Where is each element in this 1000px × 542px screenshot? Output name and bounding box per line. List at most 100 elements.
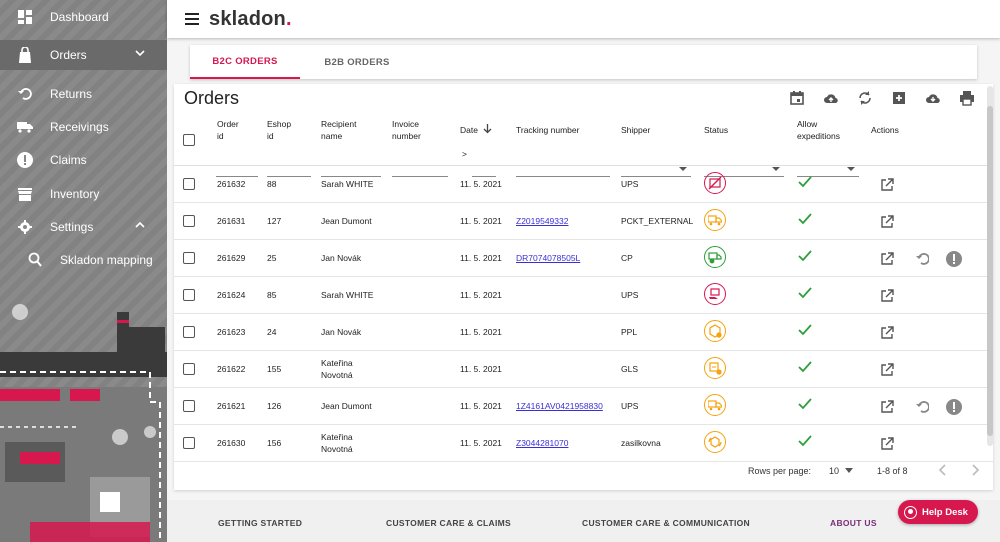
sidebar-item-label: Dashboard <box>50 10 109 24</box>
table-row[interactable]: 261632 88 Sarah WHITE 11. 5. 2021 UPS <box>174 166 993 203</box>
column-header-order-id[interactable]: Order id <box>217 119 239 141</box>
column-header-eshop-id[interactable]: Eshop id <box>267 119 292 141</box>
sidebar-item-skladon-mapping[interactable]: Skladon mapping <box>0 245 167 275</box>
column-header-recipient[interactable]: Recipient name <box>321 119 357 141</box>
tracking-number-link[interactable]: Z2019549332 <box>516 216 569 226</box>
date-filter-operator[interactable]: > <box>462 149 467 159</box>
table-row[interactable]: 261631 127 Jean Dumont 11. 5. 2021 Z2019… <box>174 203 993 240</box>
return-icon[interactable] <box>915 252 929 266</box>
sidebar-item-receivings[interactable]: Receivings <box>0 112 167 142</box>
open-in-new-icon[interactable] <box>880 437 894 451</box>
footer: GETTING STARTED CUSTOMER CARE & CLAIMS C… <box>167 500 1000 542</box>
open-in-new-icon[interactable] <box>880 289 894 303</box>
shipper-cell: UPS <box>621 179 639 189</box>
sidebar-item-label: Returns <box>50 87 93 101</box>
calendar-icon[interactable] <box>789 90 805 106</box>
allow-expeditions-filter-select[interactable] <box>797 161 859 177</box>
table-row[interactable]: 261629 25 Jan Novák 11. 5. 2021 DR707407… <box>174 240 993 277</box>
status-icon[interactable] <box>704 209 726 231</box>
column-header-date[interactable]: Date <box>460 124 492 136</box>
recipient-cell: Sarah WHITE <box>321 290 374 300</box>
status-icon[interactable] <box>704 172 726 194</box>
invoice-filter[interactable] <box>392 161 448 177</box>
column-header-invoice[interactable]: Invoice number <box>392 119 421 141</box>
date-cell: 11. 5. 2021 <box>460 364 502 374</box>
row-checkbox[interactable] <box>183 178 195 190</box>
claim-icon[interactable] <box>946 251 962 267</box>
warehouse-illustration <box>0 304 167 542</box>
tab-b2c-orders[interactable]: B2C ORDERS <box>190 45 300 79</box>
column-header-status[interactable]: Status <box>704 125 729 135</box>
cloud-upload-icon[interactable] <box>823 90 839 106</box>
row-checkbox[interactable] <box>183 326 195 338</box>
row-checkbox[interactable] <box>183 252 195 264</box>
open-in-new-icon[interactable] <box>880 252 894 266</box>
open-in-new-icon[interactable] <box>880 400 894 414</box>
sidebar-item-claims[interactable]: Claims <box>0 145 167 175</box>
column-header-tracking[interactable]: Tracking number <box>516 125 580 135</box>
claim-icon[interactable] <box>946 399 962 415</box>
menu-icon[interactable] <box>185 13 199 25</box>
row-checkbox[interactable] <box>183 215 195 227</box>
orders-toolbar <box>789 90 975 106</box>
row-checkbox[interactable] <box>183 400 195 412</box>
tab-b2b-orders[interactable]: B2B ORDERS <box>324 56 390 68</box>
footer-link-customer-care-communication[interactable]: CUSTOMER CARE & COMMUNICATION <box>582 518 750 528</box>
row-checkbox[interactable] <box>183 437 195 449</box>
sidebar-item-orders[interactable]: Orders <box>0 40 167 70</box>
exclamation-icon <box>0 152 50 168</box>
column-header-allow-expeditions[interactable]: Allow expeditions <box>797 119 841 141</box>
status-icon[interactable] <box>704 283 726 305</box>
sidebar-item-returns[interactable]: Returns <box>0 79 167 109</box>
status-icon[interactable] <box>704 246 726 268</box>
tracking-number-link[interactable]: DR7074078505L <box>516 253 581 263</box>
check-icon <box>798 361 812 373</box>
status-icon[interactable] <box>704 320 726 342</box>
next-page-button[interactable] <box>970 464 980 478</box>
order-id-filter[interactable] <box>216 161 258 177</box>
print-icon[interactable] <box>959 90 975 106</box>
table-row[interactable]: 261624 85 Sarah WHITE 11. 5. 2021 UPS <box>174 277 993 314</box>
status-icon[interactable] <box>704 431 726 453</box>
sidebar-item-dashboard[interactable]: Dashboard <box>0 2 167 32</box>
table-row[interactable]: 261630 156 Kateřina Novotná 11. 5. 2021 Z… <box>174 425 993 462</box>
tracking-number-link[interactable]: Z3044281070 <box>516 438 569 448</box>
eshop-id-filter[interactable] <box>267 161 311 177</box>
prev-page-button[interactable] <box>938 464 948 478</box>
date-filter[interactable] <box>472 161 496 177</box>
scrollbar[interactable] <box>987 86 993 446</box>
sidebar-item-settings[interactable]: Settings <box>0 212 167 242</box>
status-filter-select[interactable] <box>704 161 784 177</box>
rows-per-page-select[interactable]: 10 <box>829 466 853 476</box>
tracking-filter[interactable] <box>516 161 610 177</box>
cloud-download-icon[interactable] <box>925 90 941 106</box>
row-checkbox[interactable] <box>183 363 195 375</box>
shipper-filter-select[interactable] <box>621 161 691 177</box>
date-cell: 11. 5. 2021 <box>460 290 502 300</box>
add-box-icon[interactable] <box>891 90 907 106</box>
select-all-checkbox[interactable] <box>183 134 195 146</box>
table-row[interactable]: 261621 126 Jean Dumont 11. 5. 2021 1Z416… <box>174 388 993 425</box>
recipient-filter[interactable] <box>321 161 381 177</box>
footer-link-getting-started[interactable]: GETTING STARTED <box>218 518 303 528</box>
table-row[interactable]: 261623 24 Jan Novák 11. 5. 2021 PPL <box>174 314 993 351</box>
refresh-icon[interactable] <box>857 90 873 106</box>
sidebar-item-label: Receivings <box>50 120 109 134</box>
open-in-new-icon[interactable] <box>880 178 894 192</box>
row-checkbox[interactable] <box>183 289 195 301</box>
table-row[interactable]: 261622 155 Kateřina Novotná 11. 5. 2021 G… <box>174 351 993 388</box>
status-icon[interactable] <box>704 394 726 416</box>
shipper-cell: CP <box>621 253 633 263</box>
open-in-new-icon[interactable] <box>880 326 894 340</box>
help-desk-button[interactable]: Help Desk <box>898 500 978 524</box>
tracking-number-link[interactable]: 1Z4161AV0421958830 <box>516 401 603 411</box>
column-header-shipper[interactable]: Shipper <box>621 125 651 135</box>
status-icon[interactable] <box>704 357 726 379</box>
return-icon[interactable] <box>915 400 929 414</box>
open-in-new-icon[interactable] <box>880 215 894 229</box>
open-in-new-icon[interactable] <box>880 363 894 377</box>
sidebar-item-inventory[interactable]: Inventory <box>0 179 167 209</box>
footer-link-customer-care-claims[interactable]: CUSTOMER CARE & CLAIMS <box>386 518 511 528</box>
recipient-cell: Jan Novák <box>321 253 362 263</box>
footer-link-about-us[interactable]: ABOUT US <box>830 518 877 528</box>
